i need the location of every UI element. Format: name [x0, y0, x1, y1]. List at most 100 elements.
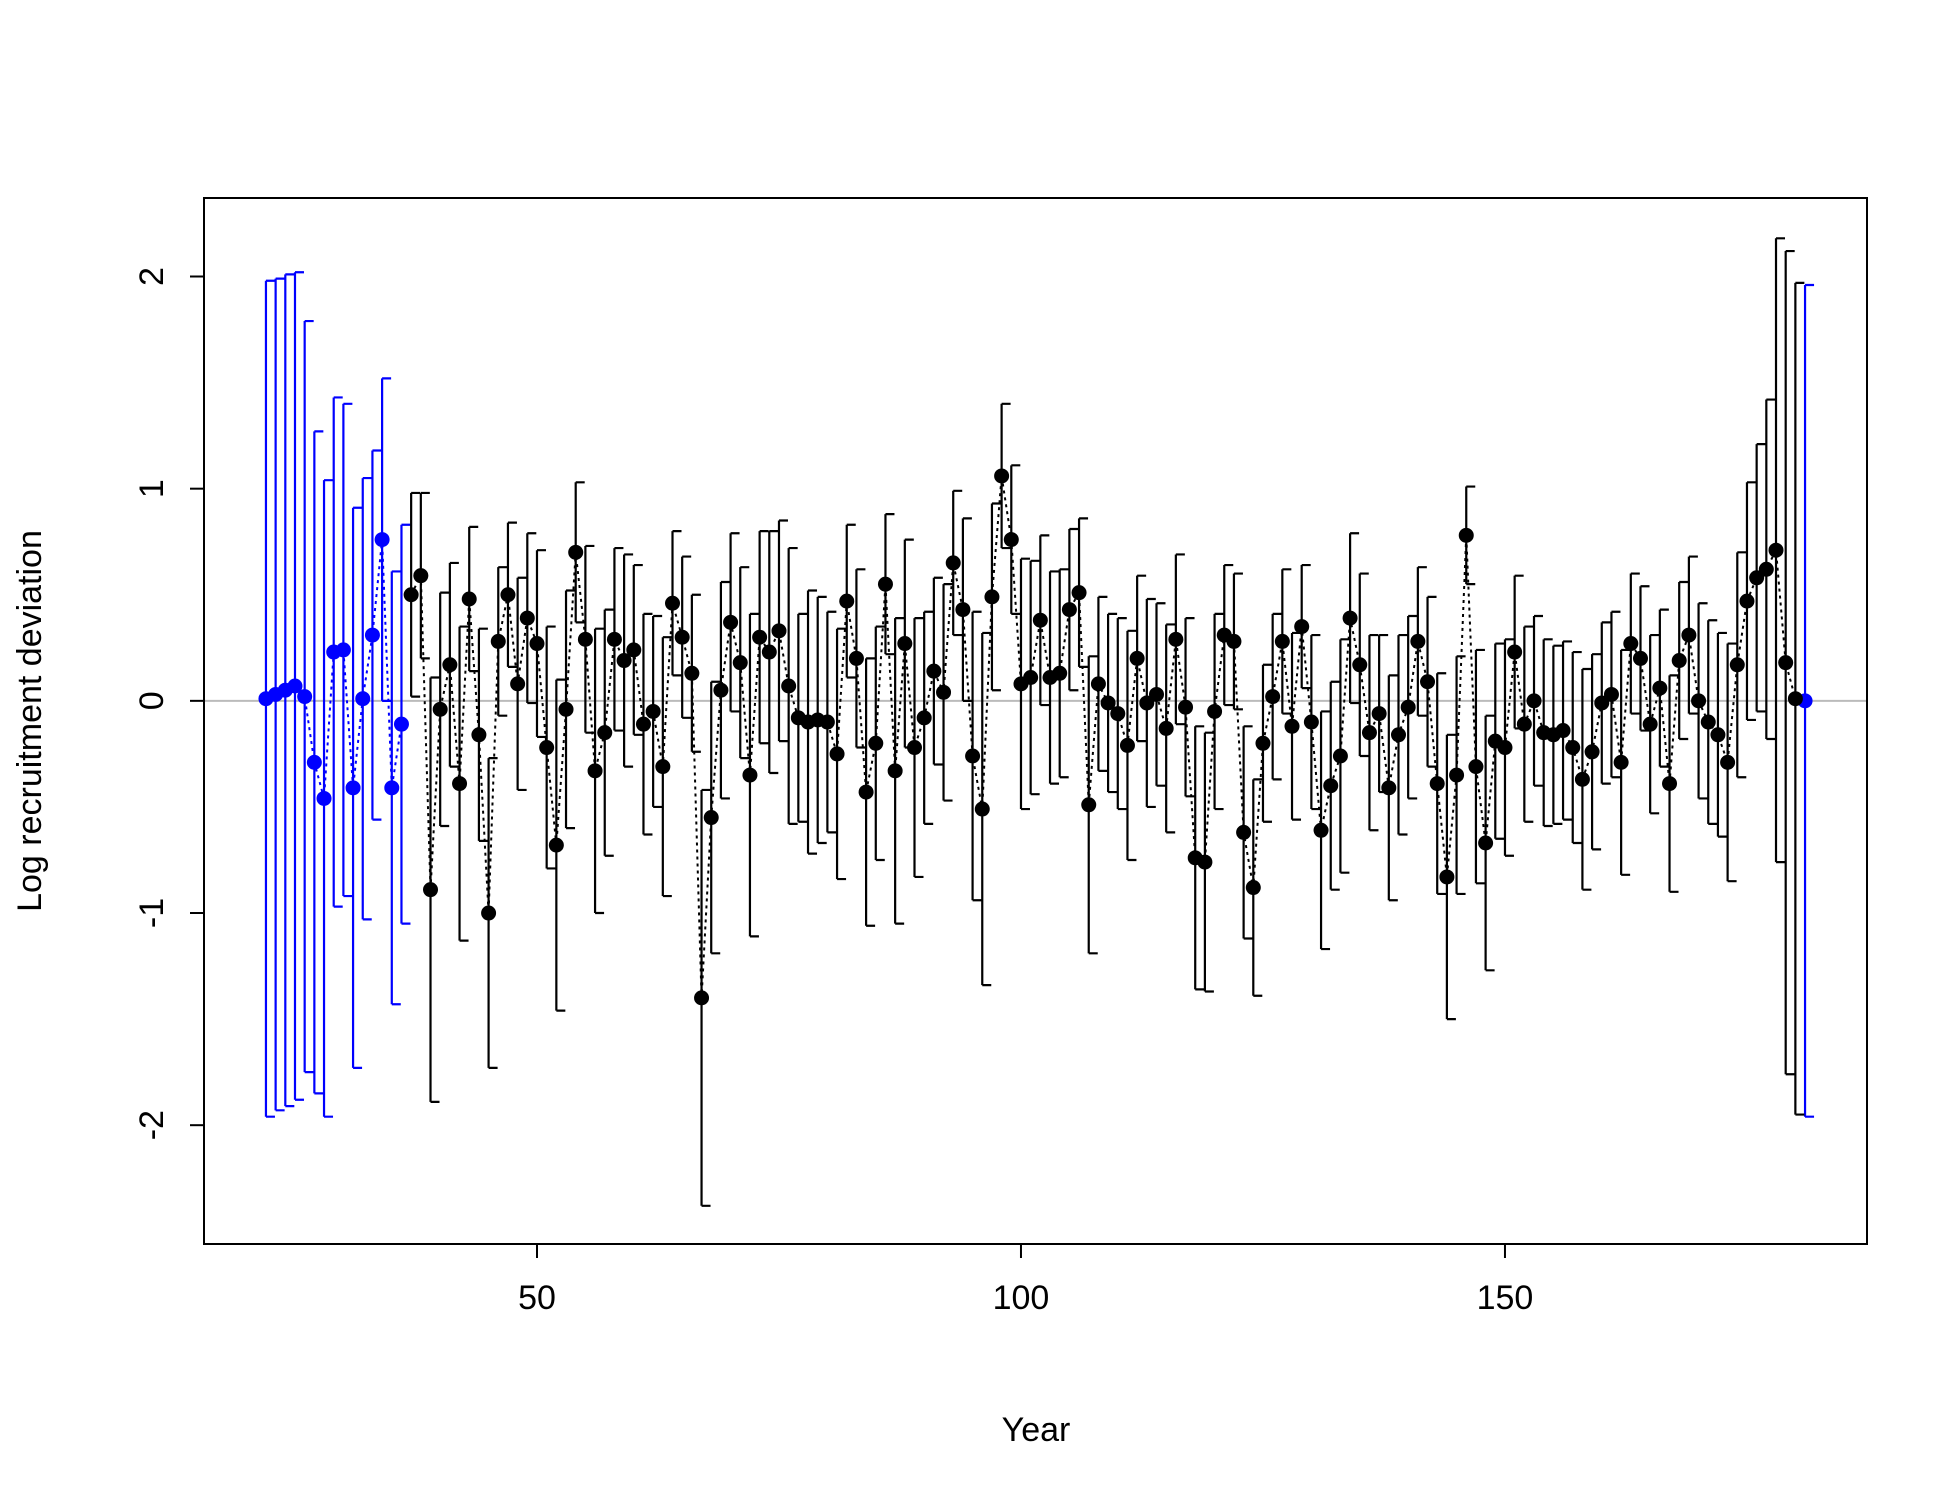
point [665, 595, 681, 611]
point [345, 780, 361, 796]
y-tick-label: 0 [133, 691, 171, 710]
point [1245, 880, 1261, 896]
point [1168, 631, 1184, 647]
point [1236, 824, 1252, 840]
point [635, 716, 651, 732]
point [1158, 720, 1174, 736]
point [877, 576, 893, 592]
point [519, 610, 535, 626]
point [1594, 695, 1610, 711]
point [974, 801, 990, 817]
y-axis-title: Log recruitment deviation [11, 530, 49, 912]
point [413, 568, 429, 584]
point [1526, 693, 1542, 709]
point [1148, 686, 1164, 702]
x-tick-label: 100 [993, 1279, 1050, 1317]
point [1207, 703, 1223, 719]
point [819, 714, 835, 730]
point [1739, 593, 1755, 609]
point [897, 636, 913, 652]
point [568, 544, 584, 560]
point [1294, 619, 1310, 635]
point [1274, 633, 1290, 649]
point [442, 657, 458, 673]
point [839, 593, 855, 609]
point [1632, 650, 1648, 666]
point [1226, 633, 1242, 649]
point [752, 629, 768, 645]
point [1342, 610, 1358, 626]
point [1710, 727, 1726, 743]
point [1507, 644, 1523, 660]
point [984, 589, 1000, 605]
point [1623, 636, 1639, 652]
point [994, 468, 1010, 484]
point [1671, 653, 1687, 669]
point [597, 725, 613, 741]
point [481, 905, 497, 921]
point [936, 684, 952, 700]
point [1390, 727, 1406, 743]
point [1720, 754, 1736, 770]
y-tick-label: -2 [133, 1110, 171, 1140]
point [1749, 570, 1765, 586]
point [1361, 725, 1377, 741]
point [848, 650, 864, 666]
point [558, 701, 574, 717]
y-tick-label: -1 [133, 898, 171, 928]
point [1691, 693, 1707, 709]
point [1584, 744, 1600, 760]
point [423, 882, 439, 898]
point [1778, 655, 1794, 671]
point [1129, 650, 1145, 666]
point [606, 631, 622, 647]
point [1119, 737, 1135, 753]
point [1439, 869, 1455, 885]
point [316, 790, 332, 806]
point [781, 678, 797, 694]
point [1565, 740, 1581, 756]
point [500, 587, 516, 603]
point [829, 746, 845, 762]
point [461, 591, 477, 607]
point [684, 665, 700, 681]
point [674, 629, 690, 645]
point [577, 631, 593, 647]
point [626, 642, 642, 658]
point [1197, 854, 1213, 870]
point [1468, 759, 1484, 775]
point [1139, 695, 1155, 711]
point [335, 642, 351, 658]
point [355, 691, 371, 707]
point [1052, 665, 1068, 681]
point [761, 644, 777, 660]
point [1429, 776, 1445, 792]
point [1449, 767, 1465, 783]
point [384, 780, 400, 796]
point [703, 810, 719, 826]
point [452, 776, 468, 792]
y-tick-label: 1 [133, 479, 171, 498]
point [1516, 716, 1532, 732]
point [510, 676, 526, 692]
point [1003, 532, 1019, 548]
point [1032, 612, 1048, 628]
point [1768, 542, 1784, 558]
point [1100, 695, 1116, 711]
point [926, 663, 942, 679]
point [364, 627, 380, 643]
point [694, 990, 710, 1006]
point [1352, 657, 1368, 673]
point [1071, 585, 1087, 601]
point [713, 682, 729, 698]
x-axis-title: Year [1002, 1411, 1071, 1449]
point [1303, 714, 1319, 730]
point [403, 587, 419, 603]
point [1381, 780, 1397, 796]
point [655, 759, 671, 775]
point [587, 763, 603, 779]
point [955, 602, 971, 618]
point [1787, 691, 1803, 707]
point [723, 614, 739, 630]
